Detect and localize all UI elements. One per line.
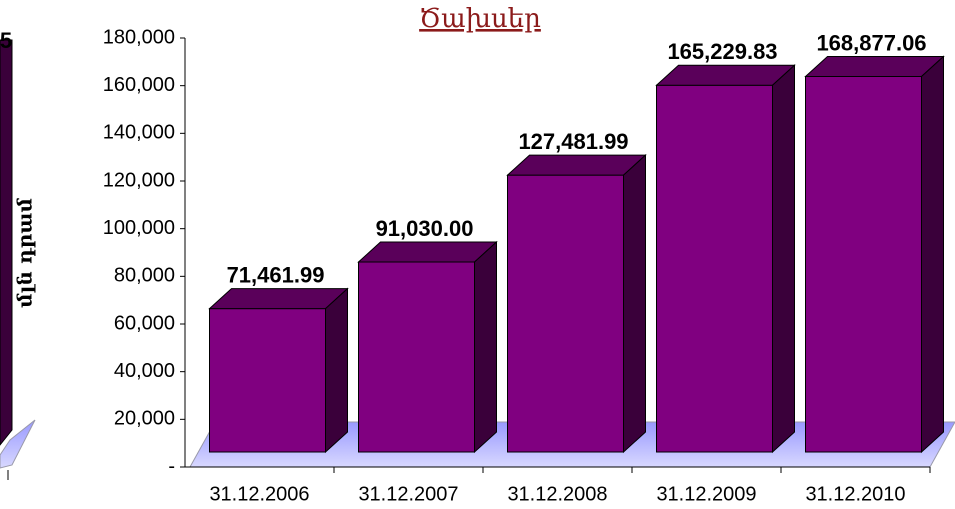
y-tick-label: 80,000	[114, 265, 175, 287]
value-label: 168,877.06	[816, 30, 926, 55]
bar	[357, 240, 498, 454]
bar	[506, 154, 647, 454]
bar-side	[772, 64, 795, 454]
y-tick-label: 120,000	[103, 169, 175, 191]
x-tick-label: 31.12.2010	[805, 483, 905, 505]
value-label: 71,461.99	[227, 262, 325, 287]
y-tick-label: 20,000	[114, 408, 175, 430]
bar-front	[358, 261, 475, 453]
value-label: 165,229.83	[667, 39, 777, 64]
y-axis-label: մլն դրամ	[13, 198, 37, 308]
bar-front	[507, 174, 624, 453]
x-tick-label: 31.12.2009	[656, 483, 756, 505]
x-tick-label: 31.12.2008	[507, 483, 607, 505]
bar-top	[655, 64, 796, 86]
chart-title: Ծախսեր	[419, 4, 541, 34]
bar-side	[325, 287, 348, 454]
x-tick-label: 31.12.2007	[358, 483, 458, 505]
bar-side	[921, 55, 944, 454]
bar-front	[209, 308, 326, 453]
bar-side	[474, 240, 497, 454]
value-label: 91,030.00	[376, 216, 474, 241]
x-tick-label: 31.12.2006	[209, 483, 309, 505]
bar-top	[506, 154, 647, 176]
bar-front	[656, 84, 773, 453]
y-tick-label: 160,000	[103, 74, 175, 96]
bar-top	[357, 241, 498, 263]
value-label: 127,481.99	[518, 129, 628, 154]
bar	[655, 64, 796, 454]
bar	[208, 287, 349, 454]
y-tick-label: 180,000	[103, 26, 175, 48]
y-tick-label: -	[168, 455, 175, 477]
y-tick-label: 60,000	[114, 312, 175, 334]
bar-top	[804, 56, 945, 78]
y-tick-label: 100,000	[103, 217, 175, 239]
bar-top	[208, 288, 349, 310]
neighbour-fragment	[0, 39, 36, 480]
y-tick-label: 40,000	[114, 360, 175, 382]
bar-side	[623, 154, 646, 454]
bar-front	[805, 76, 922, 453]
y-tick-label: 140,000	[103, 122, 175, 144]
annotation: 5	[0, 28, 12, 53]
bar	[804, 55, 945, 454]
